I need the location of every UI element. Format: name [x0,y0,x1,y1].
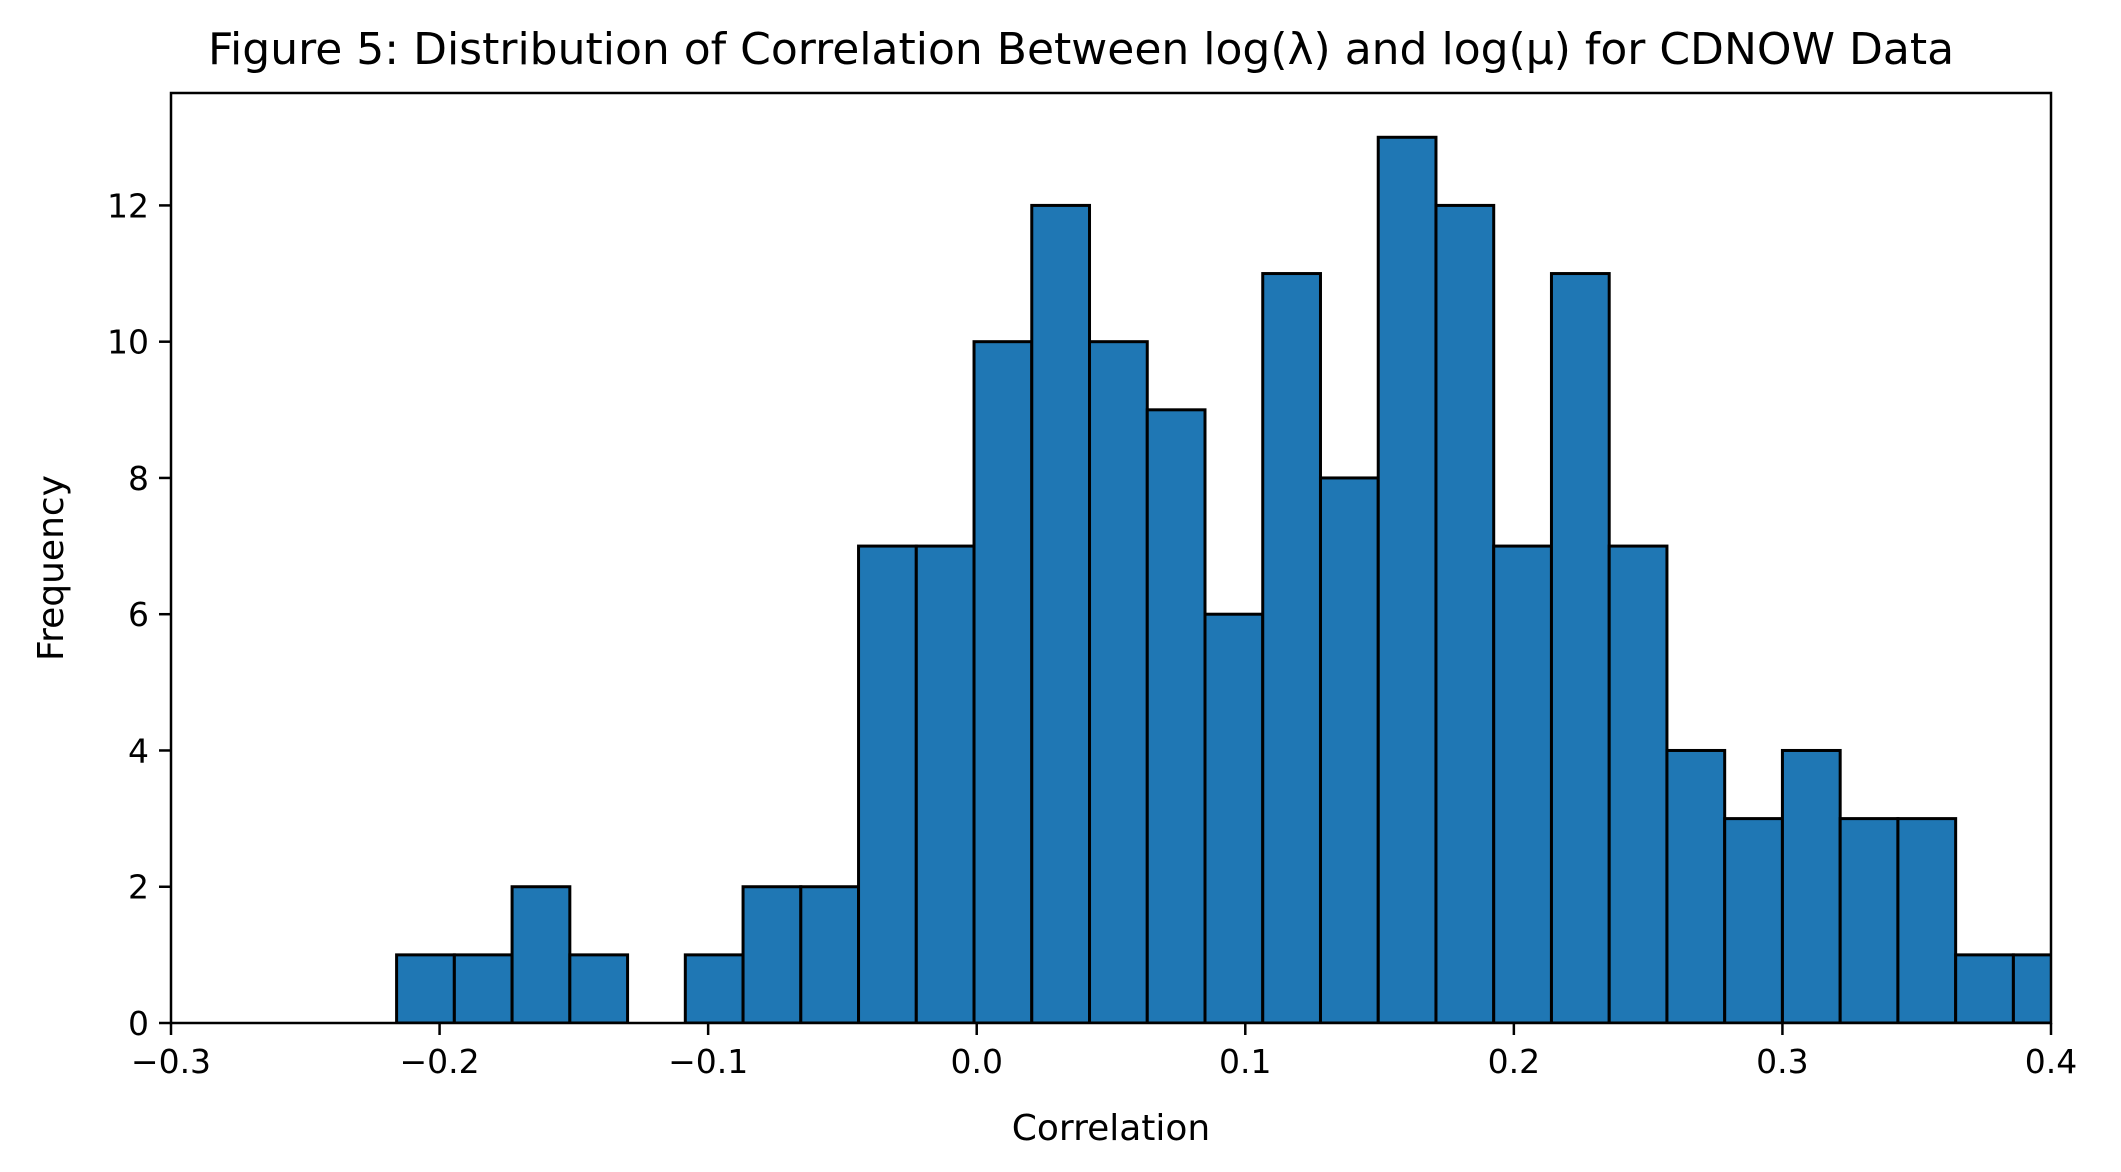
x-tick-label: 0.1 [1219,1042,1271,1081]
y-axis: 0 2 4 6 8 10 12 [107,186,171,1043]
histogram-bar [2011,953,2051,1023]
y-tick-label: 2 [128,868,149,907]
y-axis-label: Frequency [31,475,72,661]
y-tick-label: 4 [128,731,149,770]
histogram-bar [857,544,918,1023]
histogram-bar [1088,340,1149,1023]
histogram-bar [1549,272,1611,1023]
histogram-bar [972,340,1034,1023]
histogram-bar [1492,544,1553,1023]
histogram-bar [452,953,514,1023]
y-tick-label: 6 [128,595,149,634]
chart-title: Figure 5: Distribution of Correlation Be… [208,24,1954,75]
plot-frame [169,91,2053,1025]
x-tick-label: −0.2 [400,1042,480,1081]
histogram-bar [741,885,803,1023]
histogram-bar [1203,612,1265,1023]
histogram-bar [1723,817,1784,1023]
histogram-bar [799,885,861,1023]
histogram-bar [510,885,572,1023]
x-tick-label: 0.2 [1488,1042,1540,1081]
histogram-bar [1434,203,1496,1023]
x-axis-label: Correlation [1012,1108,1211,1149]
x-tick-label: −0.3 [131,1042,211,1081]
histogram-bar [1145,408,1207,1023]
histogram-bar [1780,748,1842,1023]
histogram-bar [1261,272,1322,1023]
x-tick-label: 0.4 [2025,1042,2077,1081]
histogram-bar [395,953,456,1023]
histogram-bar [683,953,745,1023]
y-tick-label: 12 [107,186,149,225]
histogram-bar [1607,544,1669,1023]
x-axis: −0.3 −0.2 −0.1 0.0 0.1 0.2 0.3 0.4 [131,1023,2077,1081]
x-tick-label: −0.1 [668,1042,748,1081]
histogram-bar [1665,748,1727,1023]
histogram-bar [568,953,630,1023]
y-tick-label: 0 [128,1004,149,1043]
x-tick-label: 0.3 [1756,1042,1808,1081]
histogram-bar [1318,476,1380,1023]
bars-group [395,135,2051,1023]
histogram-bar [1030,203,1092,1023]
histogram-bar [1954,953,2015,1023]
histogram-bar [914,544,976,1023]
y-tick-label: 10 [107,323,149,362]
histogram-bar [1838,817,1900,1023]
histogram-bar [1376,135,1438,1023]
x-tick-label: 0.0 [950,1042,1002,1081]
y-tick-label: 8 [128,459,149,498]
histogram-bar [1896,817,1958,1023]
